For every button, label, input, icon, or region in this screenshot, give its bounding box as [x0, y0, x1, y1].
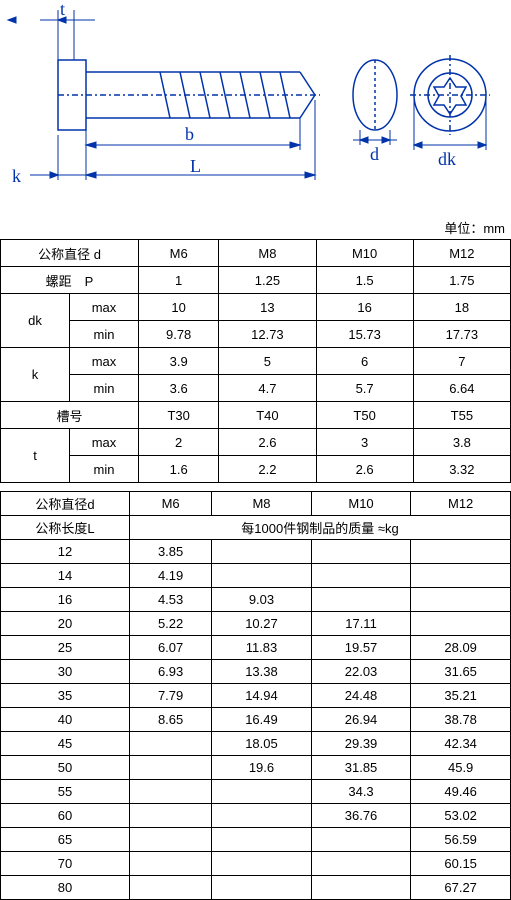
table-row: 螺距 P 1 1.25 1.5 1.75 — [1, 267, 511, 294]
table-row: dk max 10 13 16 18 — [1, 294, 511, 321]
table-row: 5019.631.8545.9 — [1, 756, 511, 780]
label-L: L — [190, 156, 201, 176]
unit-label: 单位：mm — [0, 215, 511, 239]
header-size: M10 — [316, 240, 413, 267]
table-row: 256.0711.8319.5728.09 — [1, 636, 511, 660]
table-row: 槽号 T30 T40 T50 T55 — [1, 402, 511, 429]
header-size: M8 — [219, 240, 316, 267]
table-row: 144.19 — [1, 564, 511, 588]
table-row: min 9.78 12.73 15.73 17.73 — [1, 321, 511, 348]
table-row: 408.6516.4926.9438.78 — [1, 708, 511, 732]
table-row: 306.9313.3822.0331.65 — [1, 660, 511, 684]
header-size: M12 — [413, 240, 510, 267]
table-row: 4518.0529.3942.34 — [1, 732, 511, 756]
table-row: t max 2 2.6 3 3.8 — [1, 429, 511, 456]
table-row: 164.539.03 — [1, 588, 511, 612]
table-row: 8067.27 — [1, 876, 511, 900]
table-row: 公称长度L 每1000件钢制品的质量 ≈kg — [1, 516, 511, 540]
header-size: M6 — [139, 240, 219, 267]
label-d: d — [370, 144, 379, 164]
table-row: min 1.6 2.2 2.6 3.32 — [1, 456, 511, 483]
table-row: min 3.6 4.7 5.7 6.64 — [1, 375, 511, 402]
mass-table: 公称直径d M6 M8 M10 M12 公称长度L 每1000件钢制品的质量 ≈… — [0, 491, 511, 900]
dimensions-table: 公称直径 d M6 M8 M10 M12 螺距 P 1 1.25 1.5 1.7… — [0, 239, 511, 483]
label-b: b — [185, 124, 194, 144]
table-row: 6556.59 — [1, 828, 511, 852]
table-row: 6036.7653.02 — [1, 804, 511, 828]
table-row: 公称直径d M6 M8 M10 M12 — [1, 492, 511, 516]
table-row: 357.7914.9424.4835.21 — [1, 684, 511, 708]
table-row: k max 3.9 5 6 7 — [1, 348, 511, 375]
screw-diagram: t b L k d dk — [0, 0, 511, 215]
label-dk: dk — [438, 149, 456, 169]
table-row: 公称直径 d M6 M8 M10 M12 — [1, 240, 511, 267]
table-row: 7060.15 — [1, 852, 511, 876]
label-t: t — [60, 0, 65, 19]
table-row: 205.2210.2717.11 — [1, 612, 511, 636]
table-row: 123.85 — [1, 540, 511, 564]
table-row: 5534.349.46 — [1, 780, 511, 804]
header-nominal: 公称直径 d — [1, 240, 139, 267]
label-k: k — [12, 166, 21, 186]
